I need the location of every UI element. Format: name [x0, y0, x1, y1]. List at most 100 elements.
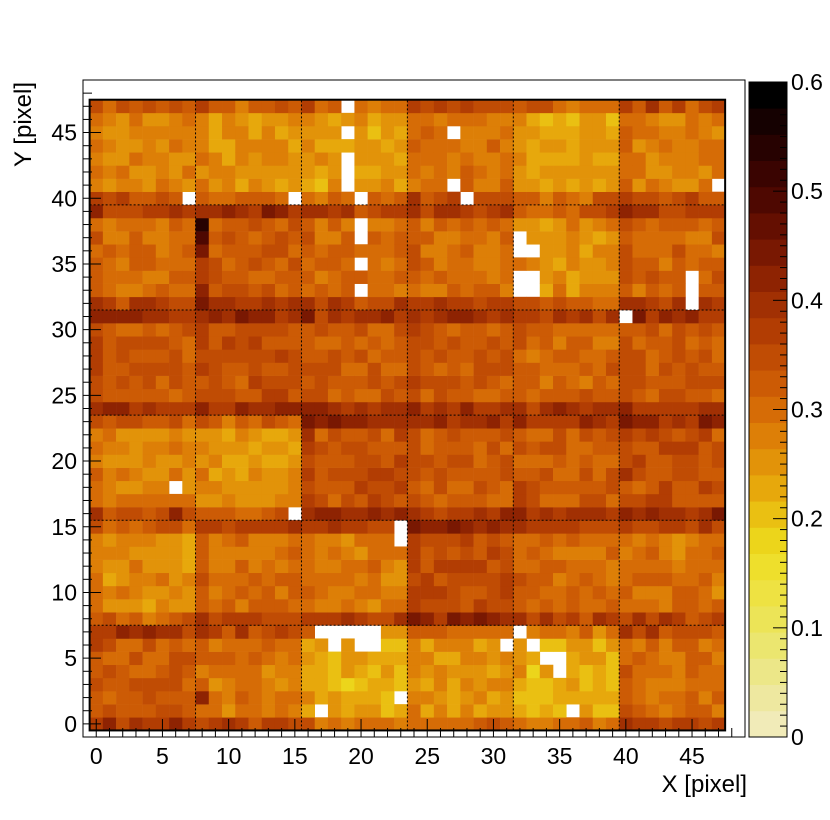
heatmap-cell [341, 677, 355, 692]
heatmap-cell [129, 375, 143, 390]
heatmap-cell [685, 217, 699, 232]
heatmap-cell [513, 125, 527, 140]
heatmap-cell [394, 585, 408, 600]
heatmap-cell [314, 231, 329, 245]
heatmap-cell [341, 401, 355, 416]
heatmap-cell [685, 691, 699, 705]
heatmap-cell [420, 217, 435, 232]
heatmap-cell [632, 244, 646, 258]
heatmap-cell [473, 585, 488, 600]
heatmap-cell [367, 664, 382, 679]
heatmap-cell [619, 139, 633, 153]
heatmap-cell [539, 165, 554, 179]
heatmap-cell [579, 309, 594, 324]
heatmap-cell [526, 231, 541, 245]
heatmap-cell [314, 139, 329, 153]
heatmap-cell [486, 507, 501, 521]
y-tick-label: 20 [51, 448, 77, 474]
heatmap-cell [460, 139, 474, 153]
heatmap-cell [195, 599, 210, 613]
heatmap-cell [274, 585, 289, 600]
heatmap-cell [261, 454, 276, 468]
heatmap-cell [500, 388, 514, 403]
heatmap-cell [566, 507, 580, 521]
heatmap-cell [685, 572, 699, 587]
heatmap-cell [354, 493, 368, 508]
heatmap-cell [539, 231, 554, 245]
heatmap-cell [672, 638, 686, 652]
heatmap-cell [341, 217, 355, 232]
heatmap-cell [672, 520, 686, 534]
heatmap-cell [486, 625, 501, 639]
heatmap-cell [380, 467, 395, 482]
heatmap-cell [605, 139, 620, 153]
heatmap-cell [711, 165, 726, 179]
heatmap-cell [592, 704, 607, 718]
heatmap-cell [632, 178, 646, 192]
colorbar-segment [749, 475, 787, 502]
heatmap-cell [394, 493, 408, 508]
x-tick-label: 10 [216, 743, 242, 769]
heatmap-cell [89, 375, 104, 390]
heatmap-cell [235, 520, 249, 534]
heatmap-cell [142, 349, 157, 363]
heatmap-cell [526, 507, 541, 521]
heatmap-cell [685, 415, 699, 429]
heatmap-cell [619, 704, 633, 718]
heatmap-cell [685, 191, 699, 206]
heatmap-cell [553, 415, 567, 429]
heatmap-cell [460, 454, 474, 468]
heatmap-cell [155, 296, 170, 311]
heatmap-cell [261, 388, 276, 403]
heatmap-cell [314, 165, 329, 179]
heatmap-cell [539, 546, 554, 560]
heatmap-cell [672, 270, 686, 284]
heatmap-cell [486, 336, 501, 350]
heatmap-cell [473, 677, 488, 692]
heatmap-cell [566, 612, 580, 626]
heatmap-cell [460, 559, 474, 574]
heatmap-cell [274, 362, 289, 376]
heatmap-cell [473, 625, 488, 639]
heatmap-cell [102, 139, 117, 153]
heatmap-cell [658, 677, 673, 692]
heatmap-cell [327, 599, 342, 613]
heatmap-cell [354, 204, 368, 219]
heatmap-cell [235, 493, 249, 508]
heatmap-cell [116, 546, 130, 560]
heatmap-cell [116, 112, 130, 127]
heatmap-cell [460, 401, 474, 416]
heatmap-cell [645, 296, 660, 311]
heatmap-cell [182, 401, 196, 416]
heatmap-cell [645, 415, 660, 429]
heatmap-cell [274, 572, 289, 587]
heatmap-cell [447, 572, 461, 587]
heatmap-cell [142, 625, 157, 639]
heatmap-cell [208, 204, 223, 219]
heatmap-cell [367, 691, 382, 705]
heatmap-cell [658, 178, 673, 192]
heatmap-cell [645, 323, 660, 337]
heatmap-cell [248, 546, 263, 560]
heatmap-cell [566, 585, 580, 600]
heatmap-cell [447, 388, 461, 403]
heatmap-cell [473, 112, 488, 127]
heatmap-cell [513, 349, 527, 363]
heatmap-cell [500, 244, 514, 258]
heatmap-cell [89, 283, 104, 298]
heatmap-cell [327, 454, 342, 468]
heatmap-cell [672, 191, 686, 206]
heatmap-cell [195, 323, 210, 337]
heatmap-cell [394, 677, 408, 692]
heatmap-cell [208, 231, 223, 245]
heatmap-cell [169, 336, 183, 350]
heatmap-cell [195, 441, 210, 455]
heatmap-cell [327, 296, 342, 311]
colorbar-tick-label: 0.3 [791, 397, 823, 423]
heatmap-cell [420, 112, 435, 127]
heatmap-cell [500, 336, 514, 350]
heatmap-cell [327, 152, 342, 166]
heatmap-cell [420, 165, 435, 179]
heatmap-cell [142, 125, 157, 140]
